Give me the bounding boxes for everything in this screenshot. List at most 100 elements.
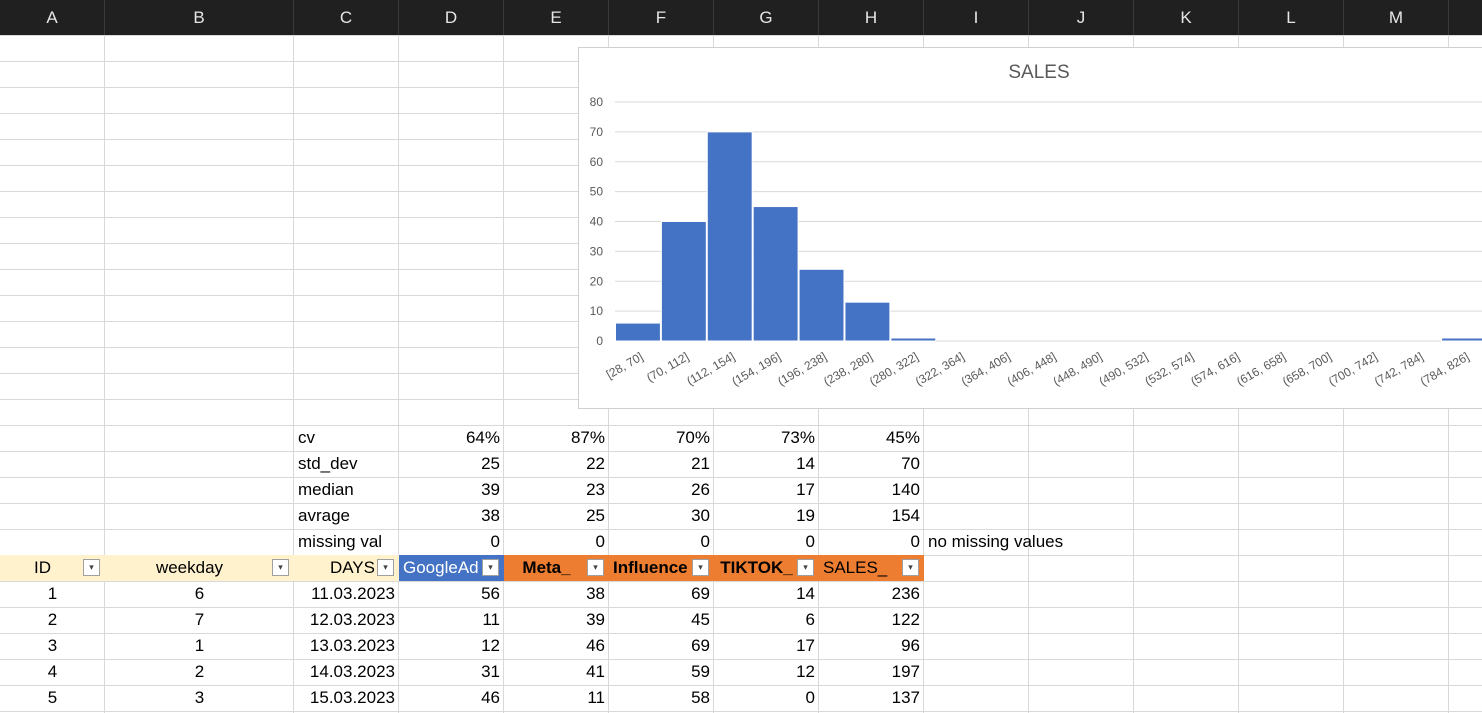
column-header-m[interactable]: M	[1344, 0, 1449, 35]
stat-value[interactable]: 0	[490, 532, 500, 551]
table-cell[interactable]: 6	[805, 610, 815, 629]
stat-value[interactable]: 25	[481, 454, 500, 473]
table-cell[interactable]: 11	[587, 688, 605, 707]
table-cell[interactable]: 38	[586, 584, 605, 603]
stat-label[interactable]: cv	[298, 428, 315, 447]
stat-value[interactable]: 0	[700, 532, 710, 551]
stat-label[interactable]: median	[298, 480, 354, 499]
stat-value[interactable]: 30	[691, 506, 710, 525]
table-cell[interactable]: 56	[481, 584, 500, 603]
filter-dropdown-icon[interactable]: ▾	[482, 559, 499, 576]
table-cell[interactable]: 1	[194, 636, 205, 655]
table-cell[interactable]: 13.03.2023	[309, 636, 395, 655]
table-cell[interactable]: 58	[691, 688, 710, 707]
column-header-a[interactable]: A	[0, 0, 105, 35]
table-cell[interactable]: 6	[194, 584, 205, 603]
table-cell[interactable]: 4	[47, 662, 58, 681]
stat-value[interactable]: 19	[796, 506, 815, 525]
sales-histogram-chart[interactable]: SALES 0 10 20 30 40 50 60 70 80 [28, 70] (70, 112]…	[578, 47, 1482, 409]
x-tick-label: (700, 742]	[1326, 349, 1380, 388]
filter-dropdown-icon[interactable]: ▾	[377, 559, 394, 576]
table-cell[interactable]: 3	[194, 688, 205, 707]
stat-value[interactable]: 87%	[570, 428, 605, 447]
stat-label[interactable]: avrage	[298, 506, 350, 525]
table-cell[interactable]: 12	[481, 636, 500, 655]
filter-dropdown-icon[interactable]: ▾	[692, 559, 709, 576]
table-cell[interactable]: 46	[481, 688, 500, 707]
column-header-k[interactable]: K	[1134, 0, 1239, 35]
stat-value[interactable]: 26	[691, 480, 710, 499]
filter-dropdown-icon[interactable]: ▾	[83, 559, 100, 576]
column-header-g[interactable]: G	[714, 0, 819, 35]
filter-dropdown-icon[interactable]: ▾	[797, 559, 814, 576]
table-cell[interactable]: 17	[796, 636, 815, 655]
stat-value[interactable]: 140	[891, 480, 920, 499]
column-header-j[interactable]: J	[1029, 0, 1134, 35]
table-cell[interactable]: 69	[691, 584, 710, 603]
table-cell[interactable]: 45	[691, 610, 710, 629]
table-cell[interactable]: 2	[47, 610, 58, 629]
histogram-bar	[798, 268, 845, 342]
column-header-c[interactable]: C	[294, 0, 399, 35]
table-cell[interactable]: 41	[586, 662, 605, 681]
table-cell[interactable]: 39	[586, 610, 605, 629]
stat-value[interactable]: 38	[481, 506, 500, 525]
y-tick-label: 60	[590, 155, 604, 169]
table-cell[interactable]: 14	[796, 584, 815, 603]
stat-value[interactable]: 0	[805, 532, 815, 551]
table-header-tiktok[interactable]: TIKTOK_	[714, 555, 819, 581]
table-header-googlead[interactable]: GoogleAd	[399, 555, 504, 581]
table-cell[interactable]: 11.03.2023	[311, 584, 395, 603]
table-cell[interactable]: 12	[796, 662, 815, 681]
table-cell[interactable]: 31	[481, 662, 500, 681]
table-cell[interactable]: 0	[805, 688, 815, 707]
table-cell[interactable]: 11	[482, 610, 500, 629]
stat-value[interactable]: 14	[796, 454, 815, 473]
table-cell[interactable]: 236	[891, 584, 920, 603]
table-cell[interactable]: 96	[901, 636, 920, 655]
stat-value[interactable]: 21	[691, 454, 710, 473]
stat-label[interactable]: missing val	[298, 532, 383, 551]
stat-value[interactable]: 154	[891, 506, 920, 525]
stat-value[interactable]: 25	[586, 506, 605, 525]
column-header-e[interactable]: E	[504, 0, 609, 35]
stat-value[interactable]: 70	[901, 454, 920, 473]
table-cell[interactable]: 5	[47, 688, 58, 707]
table-cell[interactable]: 3	[47, 636, 58, 655]
table-cell[interactable]: 2	[194, 662, 205, 681]
filter-dropdown-icon[interactable]: ▾	[272, 559, 289, 576]
table-cell[interactable]: 15.03.2023	[309, 688, 395, 707]
table-cell[interactable]: 7	[194, 610, 205, 629]
filter-dropdown-icon[interactable]: ▾	[902, 559, 919, 576]
stat-note[interactable]: no missing values	[928, 532, 1064, 551]
table-header-weekday[interactable]: weekday	[105, 555, 294, 581]
stat-label[interactable]: std_dev	[298, 454, 358, 473]
table-cell[interactable]: 46	[586, 636, 605, 655]
table-cell[interactable]: 197	[891, 662, 920, 681]
column-header-d[interactable]: D	[399, 0, 504, 35]
table-cell[interactable]: 14.03.2023	[309, 662, 395, 681]
histogram-bar	[660, 221, 707, 342]
table-cell[interactable]: 12.03.2023	[309, 610, 395, 629]
stat-value[interactable]: 39	[481, 480, 500, 499]
column-header-l[interactable]: L	[1239, 0, 1344, 35]
filter-dropdown-icon[interactable]: ▾	[587, 559, 604, 576]
column-header-f[interactable]: F	[609, 0, 714, 35]
column-header-h[interactable]: H	[819, 0, 924, 35]
table-cell[interactable]: 137	[891, 688, 920, 707]
stat-value[interactable]: 23	[586, 480, 605, 499]
stat-value[interactable]: 22	[586, 454, 605, 473]
stat-value[interactable]: 73%	[780, 428, 815, 447]
stat-value[interactable]: 45%	[885, 428, 920, 447]
table-cell[interactable]: 69	[691, 636, 710, 655]
column-header-b[interactable]: B	[105, 0, 294, 35]
table-cell[interactable]: 1	[47, 584, 58, 603]
stat-value[interactable]: 17	[796, 480, 815, 499]
stat-value[interactable]: 64%	[465, 428, 500, 447]
column-header-i[interactable]: I	[924, 0, 1029, 35]
table-cell[interactable]: 59	[691, 662, 710, 681]
stat-value[interactable]: 0	[910, 532, 920, 551]
stat-value[interactable]: 70%	[675, 428, 710, 447]
table-cell[interactable]: 122	[891, 610, 920, 629]
stat-value[interactable]: 0	[595, 532, 605, 551]
